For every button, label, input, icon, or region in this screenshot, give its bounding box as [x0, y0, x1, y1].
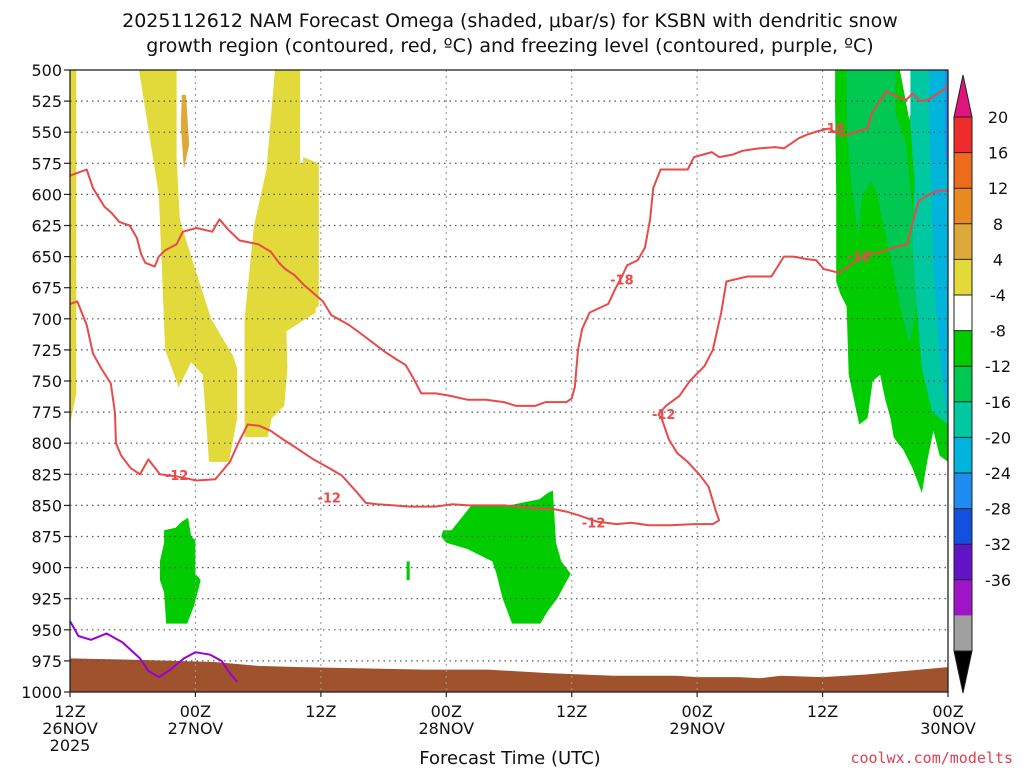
chart-title-line-1: 2025112612 NAM Forecast Omega (shaded, μ…	[122, 10, 898, 32]
x-tick-label-24-1: 12Z	[305, 702, 336, 721]
y-tick-label-950: 950	[31, 621, 62, 640]
colorbar-label-12: -32	[985, 535, 1011, 554]
x-tick-label-48-1: 12Z	[556, 702, 587, 721]
credit-text: coolwx.com/modelts	[850, 749, 1013, 767]
colorbar-label-2: 12	[988, 179, 1008, 198]
colorbar-label-1: 16	[988, 144, 1008, 163]
omega-region-up-b	[139, 70, 238, 462]
x-tick-label-72-1: 12Z	[807, 702, 838, 721]
colorbar-band-4	[954, 259, 972, 296]
contour-label-6: -12	[582, 516, 606, 531]
y-tick-label-725: 725	[31, 341, 62, 360]
x-tick-label-12-1: 00Z	[180, 702, 211, 721]
colorbar-label-3: 8	[993, 215, 1003, 234]
y-tick-label-875: 875	[31, 528, 62, 547]
ground-fill	[70, 658, 948, 692]
omega-region-dn-e	[846, 70, 920, 344]
y-tick-label-650: 650	[31, 248, 62, 267]
colorbar-top-arrow	[953, 74, 973, 118]
y-tick-label-550: 550	[31, 123, 62, 142]
omega-region-dn-g	[929, 70, 948, 419]
y-tick-label-975: 975	[31, 652, 62, 671]
omega-region-dn-b	[406, 561, 410, 580]
omega-region-dn-a	[159, 517, 201, 624]
y-tick-label-575: 575	[31, 154, 62, 173]
y-tick-label-625: 625	[31, 217, 62, 236]
y-tick-label-600: 600	[31, 185, 62, 204]
contour-dgz-upper	[69, 85, 949, 407]
colorbar-band-7	[954, 366, 972, 403]
omega-region-up-a	[70, 70, 77, 425]
colorbar-band-12	[954, 544, 972, 581]
colorbar-label-11: -28	[985, 500, 1011, 519]
colorbar-band-1	[954, 152, 972, 189]
colorbar: 20 16 12 8 4 -4 -8 -12 -16 -20 -24 -28 -32 -36	[953, 74, 1011, 694]
y-tick-label-900: 900	[31, 559, 62, 578]
grid-lines	[70, 70, 948, 692]
colorbar-label-9: -20	[985, 428, 1011, 447]
colorbar-band-13	[954, 579, 972, 616]
y-tick-label-750: 750	[31, 372, 62, 391]
x-tick-label-84-2: 30NOV	[920, 719, 976, 738]
y-tick-label-500: 500	[31, 61, 62, 80]
colorbar-label-6: -8	[990, 322, 1006, 341]
colorbar-band-9	[954, 437, 972, 474]
y-tick-label-675: 675	[31, 279, 62, 298]
x-tick-label-60-2: 29NOV	[669, 719, 725, 738]
y-tick-label-1000: 1000	[21, 683, 62, 702]
omega-region-dn-c	[441, 490, 571, 624]
contour-freezing-level	[69, 620, 238, 683]
axes: 500 525 550 575 600 625 650 675 700 725 750 775 800 8…	[21, 61, 976, 755]
y-tick-label-525: 525	[31, 92, 62, 111]
contour-label-1: -18	[610, 274, 634, 289]
colorbar-band-3	[954, 223, 972, 260]
y-tick-label-800: 800	[31, 434, 62, 453]
contour-label-4: -12	[165, 469, 189, 484]
y-tick-label-700: 700	[31, 310, 62, 329]
y-tick-label-925: 925	[31, 590, 62, 609]
colorbar-bottom-arrow	[953, 650, 973, 694]
colorbar-band-2	[954, 188, 972, 225]
x-tick-label-60-1: 00Z	[681, 702, 712, 721]
contour-label-2: -12	[847, 250, 871, 265]
x-tick-label-0-2: 26NOV	[42, 719, 98, 738]
x-tick-label-84-1: 00Z	[932, 702, 963, 721]
x-tick-label-12-2: 27NOV	[168, 719, 224, 738]
contours: -18 -18 -12 -12 -12 -12 -12	[69, 85, 949, 683]
colorbar-label-4: 4	[993, 250, 1003, 269]
y-tick-label-775: 775	[31, 403, 62, 422]
colorbar-band-5	[954, 295, 972, 331]
omega-region-up-c	[244, 70, 319, 437]
omega-region-up-d	[303, 157, 319, 313]
contour-label-5: -12	[317, 491, 341, 506]
colorbar-label-7: -12	[985, 357, 1011, 376]
colorbar-band-8	[954, 401, 972, 438]
omega-region-dn-h	[944, 70, 948, 170]
y-tick-label-825: 825	[31, 465, 62, 484]
x-tick-label-0-1: 12Z	[54, 702, 85, 721]
colorbar-label-0: 20	[988, 108, 1008, 127]
colorbar-band-11	[954, 508, 972, 545]
colorbar-band-0	[954, 117, 972, 153]
contour-label-3: -12	[652, 408, 676, 423]
x-tick-label-36-1: 00Z	[431, 702, 462, 721]
colorbar-label-13: -36	[985, 571, 1011, 590]
contour-dgz-lower	[69, 189, 948, 527]
x-tick-label-36-2: 28NOV	[418, 719, 474, 738]
x-axis-title: Forecast Time (UTC)	[419, 748, 600, 768]
colorbar-label-5: -4	[990, 286, 1006, 305]
omega-region-up-peak	[180, 94, 190, 170]
colorbar-band-6	[954, 330, 972, 367]
x-tick-label-0-3: 2025	[50, 736, 91, 755]
y-tick-label-850: 850	[31, 496, 62, 515]
plot-area	[70, 70, 948, 692]
colorbar-label-8: -16	[985, 393, 1011, 412]
colorbar-band-10	[954, 473, 972, 509]
colorbar-band-14	[954, 615, 972, 652]
chart-title-line-2: growth region (contoured, red, ºC) and f…	[146, 35, 873, 57]
colorbar-label-10: -24	[985, 464, 1011, 483]
contour-label-0: -18	[821, 122, 845, 137]
